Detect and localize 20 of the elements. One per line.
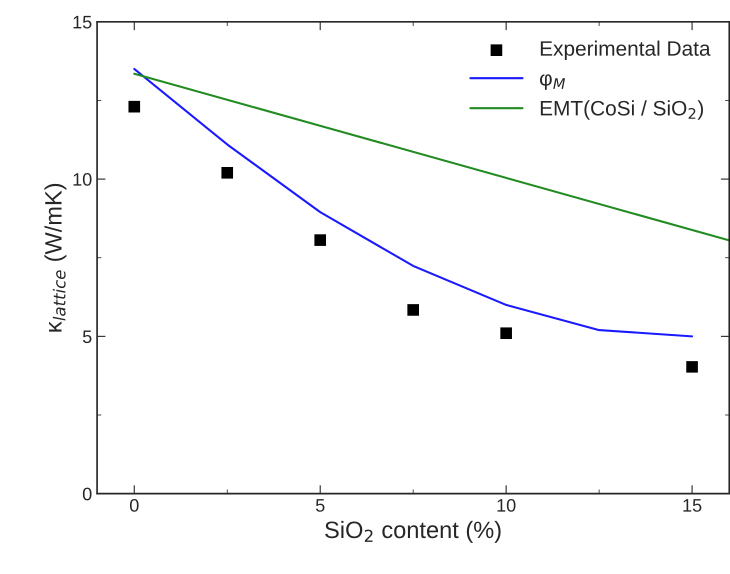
- legend-label: φ$_{M}$: [540, 74, 566, 90]
- point: [221, 166, 234, 179]
- y-tick-label: 15: [74, 16, 92, 29]
- x-tick-label: 10: [497, 498, 516, 512]
- x-axis-title: SiO$_{2}$ content (%): [325, 520, 501, 543]
- point: [407, 304, 419, 316]
- y-tick-label: 10: [74, 173, 92, 186]
- y-axis-title: κ$_{lattice}$ (W/mK): [44, 184, 66, 332]
- point: [500, 327, 512, 340]
- point: [128, 100, 140, 113]
- x-tick-label: 0: [130, 498, 139, 512]
- legend-label: EMT(CoSi / SiO$_{2}$): [540, 100, 704, 120]
- point: [686, 361, 698, 373]
- x-tick-label: 15: [683, 499, 702, 512]
- line-series: [133, 68, 694, 338]
- point: [314, 234, 326, 246]
- y-tick-label: 5: [82, 330, 92, 344]
- legend-label: Experimental Data: [540, 40, 711, 60]
- x-tick-label: 5: [316, 499, 324, 512]
- y-tick-label: 0: [82, 488, 92, 500]
